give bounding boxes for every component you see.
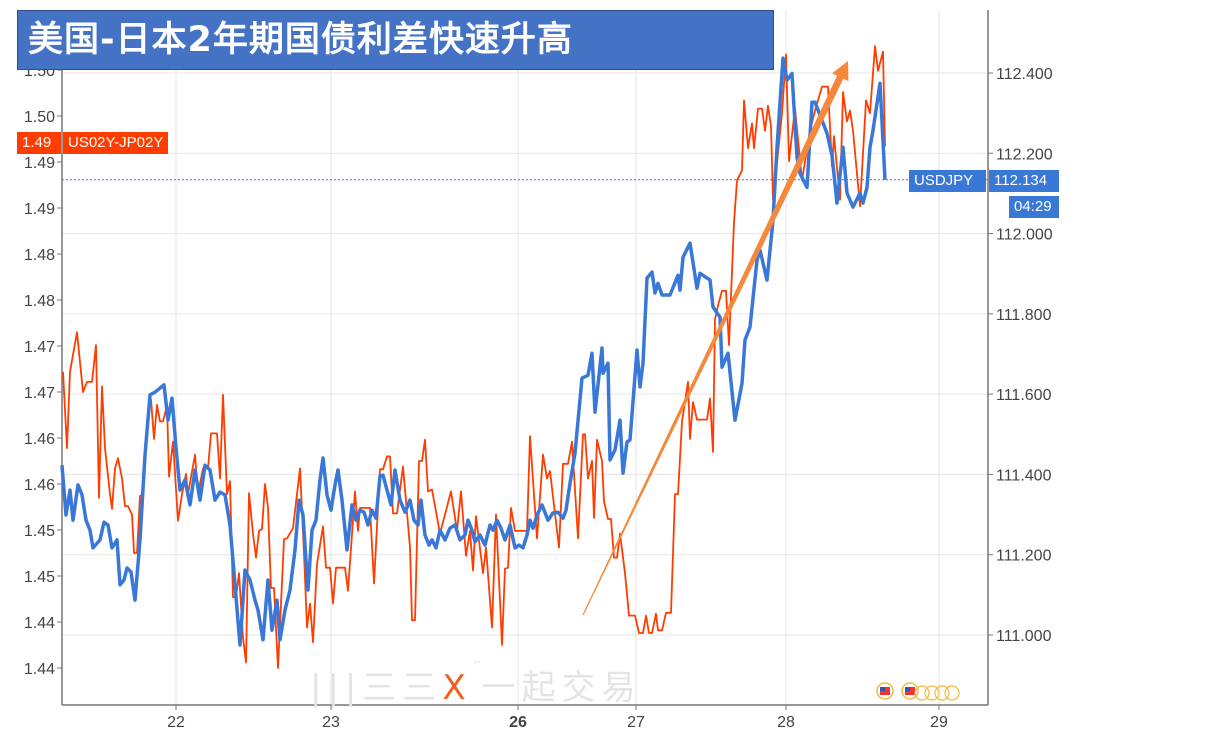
bar-countdown: 04:29 — [1009, 196, 1059, 218]
watermark-tm: ™ — [471, 660, 482, 671]
spread-series-label: US02Y-JP02Y — [63, 132, 169, 154]
x-tick-label: 23 — [322, 714, 340, 731]
x-tick-label: 29 — [930, 714, 948, 731]
series-layer — [60, 45, 887, 669]
left-tick-label: 1.45 — [24, 523, 55, 540]
right-tick-label: 111.200 — [996, 548, 1052, 565]
left-tick-label: 1.47 — [24, 385, 55, 402]
grid — [62, 10, 988, 705]
right-tick-label: 111.600 — [996, 387, 1052, 404]
chart-title: 美国-日本2年期国债利差快速升高 — [17, 10, 774, 70]
x-tick-label: 22 — [167, 714, 185, 731]
watermark-text: 一起交易 — [481, 668, 642, 708]
watermark-logo-x: X — [442, 668, 472, 708]
left-tick-label: 1.46 — [24, 431, 55, 448]
trend-arrow — [582, 61, 849, 616]
right-tick-label: 111.800 — [996, 307, 1052, 324]
right-axis-ticks: 111.000 111.200 111.400 111.600 111.800 112.0… — [988, 66, 1053, 645]
watermark-logo-e2: 三 — [402, 668, 443, 708]
right-tick-label: 112.200 — [996, 146, 1053, 163]
watermark: |||三三X™一起交易 — [310, 660, 642, 709]
spread-current-value: 1.49 — [17, 132, 61, 154]
watermark-logo-e1: 三 — [362, 668, 403, 708]
left-tick-label: 1.50 — [24, 109, 55, 126]
usdjpy-line — [60, 56, 887, 647]
left-tick-label: 1.45 — [24, 569, 55, 586]
right-tick-label: 111.400 — [996, 467, 1052, 484]
left-tick-label: 1.49 — [24, 155, 55, 172]
left-tick-label: 1.48 — [24, 247, 55, 264]
left-tick-label: 1.48 — [24, 293, 55, 310]
left-axis-ticks: 1.44 1.44 1.45 1.45 1.46 1.46 1.47 1.47 1.48 1.48… — [24, 63, 62, 678]
x-tick-label: 26 — [509, 714, 527, 731]
usdjpy-current-value: 112.134 — [989, 170, 1059, 192]
flag-icons — [876, 682, 960, 701]
x-tick-label: 28 — [777, 714, 795, 731]
usdjpy-series-label: USDJPY — [909, 170, 986, 192]
right-tick-label: 112.000 — [996, 227, 1053, 244]
left-tick-label: 1.47 — [24, 339, 55, 356]
x-tick-label: 27 — [627, 714, 645, 731]
x-axis-ticks: 22 23 26 27 28 29 — [167, 705, 948, 731]
right-tick-label: 111.000 — [996, 628, 1052, 645]
left-tick-label: 1.46 — [24, 477, 55, 494]
left-tick-label: 1.44 — [24, 661, 55, 678]
right-tick-label: 112.400 — [996, 66, 1053, 83]
watermark-logo-bars: ||| — [310, 668, 363, 708]
left-tick-label: 1.44 — [24, 615, 55, 632]
left-tick-label: 1.49 — [24, 201, 55, 218]
spread-line — [62, 45, 886, 669]
